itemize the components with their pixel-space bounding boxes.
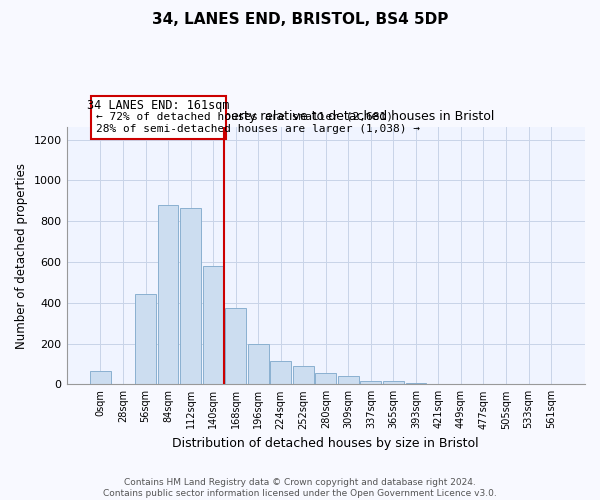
Bar [180, 208, 201, 384]
Bar [248, 344, 269, 384]
Bar [225, 308, 246, 384]
Text: ← 72% of detached houses are smaller (2,681): ← 72% of detached houses are smaller (2,… [96, 111, 393, 121]
Bar [203, 266, 223, 384]
Y-axis label: Number of detached properties: Number of detached properties [15, 163, 28, 349]
FancyBboxPatch shape [91, 96, 226, 138]
Bar [271, 361, 291, 384]
Bar [316, 373, 336, 384]
X-axis label: Distribution of detached houses by size in Bristol: Distribution of detached houses by size … [172, 437, 479, 450]
Text: Contains HM Land Registry data © Crown copyright and database right 2024.
Contai: Contains HM Land Registry data © Crown c… [103, 478, 497, 498]
Text: 28% of semi-detached houses are larger (1,038) →: 28% of semi-detached houses are larger (… [96, 124, 420, 134]
Bar [135, 294, 156, 384]
Text: 34, LANES END, BRISTOL, BS4 5DP: 34, LANES END, BRISTOL, BS4 5DP [152, 12, 448, 28]
Bar [90, 371, 111, 384]
Bar [338, 376, 359, 384]
Bar [361, 380, 381, 384]
Bar [293, 366, 314, 384]
Title: Size of property relative to detached houses in Bristol: Size of property relative to detached ho… [157, 110, 494, 124]
Text: 34 LANES END: 161sqm: 34 LANES END: 161sqm [87, 99, 230, 112]
Bar [158, 205, 178, 384]
Bar [383, 382, 404, 384]
